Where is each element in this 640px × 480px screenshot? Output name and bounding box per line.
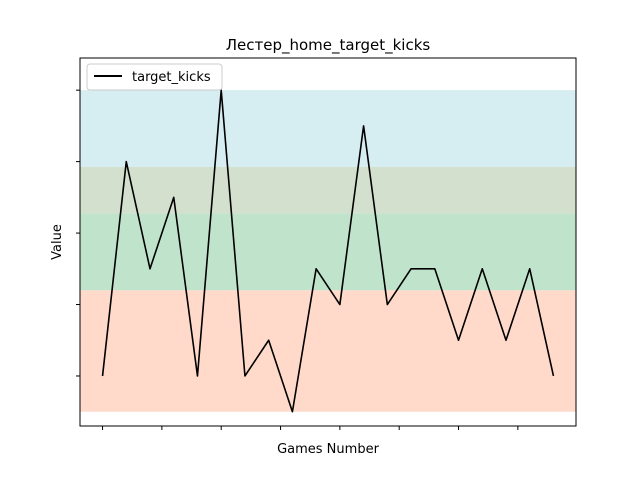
- band-0: [80, 290, 576, 412]
- tick-marks: [76, 89, 519, 430]
- band-3: [80, 90, 576, 167]
- series-line-layer: [101, 89, 555, 413]
- plot-frame: [79, 57, 577, 427]
- chart-title: Лестер_home_target_kicks: [226, 36, 431, 55]
- legend-box: [86, 63, 223, 91]
- series-line-target-kicks: [101, 89, 555, 413]
- x-axis-label: Games Number: [277, 442, 379, 457]
- background-bands: [80, 90, 576, 412]
- band-2: [80, 166, 576, 214]
- band-1: [80, 213, 576, 291]
- series-points-layer: [102, 90, 554, 412]
- legend-label-target-kicks: target_kicks: [132, 70, 211, 85]
- axes: [79, 57, 577, 427]
- y-axis-label: Value: [50, 224, 65, 260]
- legend: target_kicks: [86, 63, 223, 91]
